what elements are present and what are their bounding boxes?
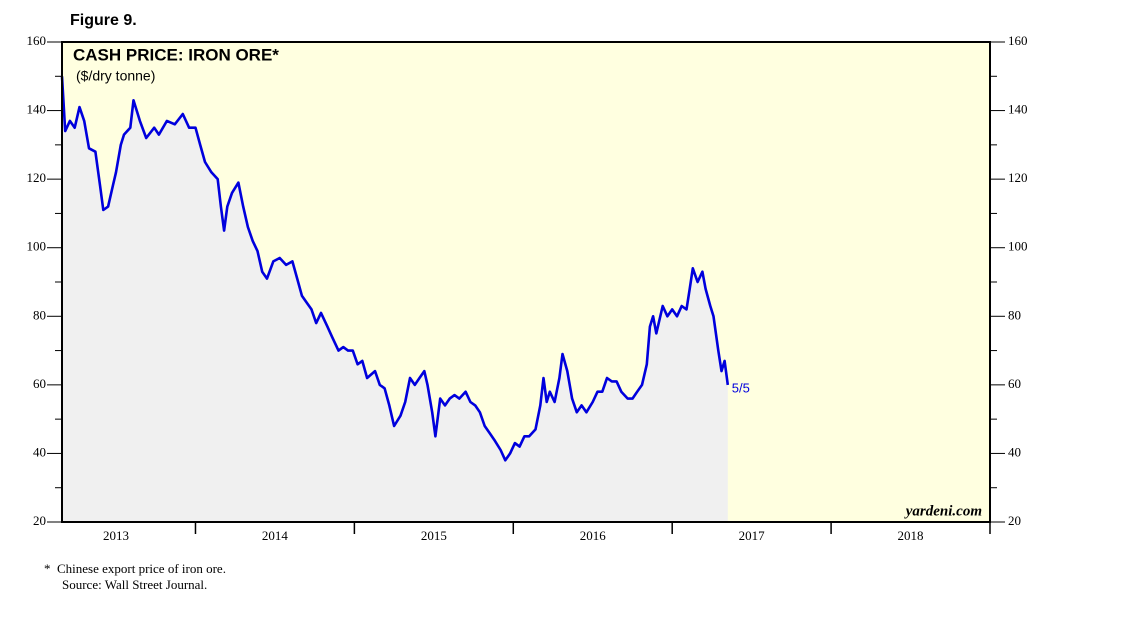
y-tick-label: 120 [27,170,47,185]
x-tick-label: 2018 [898,528,924,543]
y2-tick-label: 160 [1008,33,1028,48]
source-mark: yardeni.com [904,503,982,519]
chart-title: CASH PRICE: IRON ORE* [73,45,279,64]
figure-label: Figure 9. [70,12,137,29]
y-tick-label: 40 [33,444,46,459]
y2-tick-label: 120 [1008,170,1028,185]
y2-tick-label: 20 [1008,513,1021,528]
x-tick-label: 2014 [262,528,289,543]
y2-tick-label: 100 [1008,239,1028,254]
y-tick-label: 80 [33,307,46,322]
x-tick-label: 2017 [739,528,766,543]
y-tick-label: 20 [33,513,46,528]
y-tick-label: 60 [33,376,46,391]
footnote: * Chinese export price of iron ore. [44,561,226,576]
end-label: 5/5 [732,380,750,395]
plot: 5/5 20 20 40 40 60 60 80 80 100 100 120 120 140 140 160… [27,33,1028,543]
footnote: Source: Wall Street Journal. [62,577,207,592]
y-tick-label: 140 [27,102,47,117]
chart-subtitle: ($/dry tonne) [76,68,155,84]
y2-tick-label: 80 [1008,307,1021,322]
x-tick-label: 2013 [103,528,129,543]
y2-tick-label: 60 [1008,376,1021,391]
y-tick-label: 160 [27,33,47,48]
y-tick-label: 100 [27,239,47,254]
x-tick-label: 2015 [421,528,447,543]
price-line [60,76,730,462]
y2-tick-label: 40 [1008,444,1021,459]
area [62,76,728,523]
y2-tick-label: 140 [1008,102,1028,117]
x-tick-label: 2016 [580,528,607,543]
